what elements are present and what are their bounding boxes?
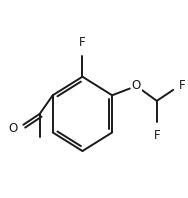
- Text: F: F: [153, 129, 160, 142]
- Text: O: O: [8, 122, 17, 135]
- Text: O: O: [132, 79, 141, 92]
- Text: F: F: [79, 36, 86, 49]
- Text: F: F: [179, 79, 186, 92]
